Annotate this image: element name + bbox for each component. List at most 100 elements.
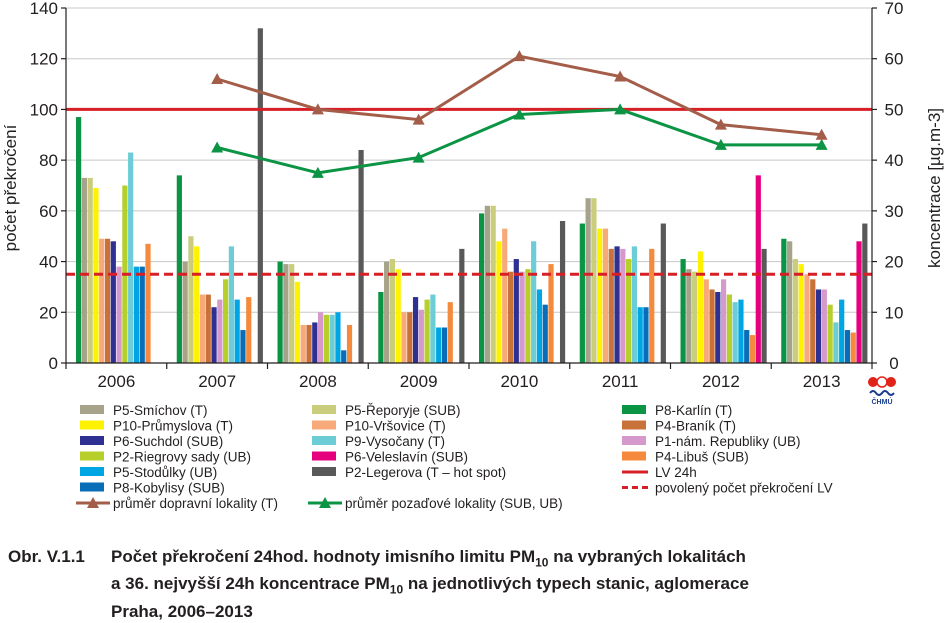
bar-2-14 — [358, 150, 364, 363]
bar-4-1 — [484, 205, 490, 363]
bar-3-3 — [395, 269, 401, 363]
legend-label: P8-Karlín (T) — [655, 403, 732, 418]
legend-swatch — [622, 420, 646, 430]
bar-1-6 — [211, 307, 217, 363]
bar-5-11 — [643, 307, 649, 363]
y-tick-left-label: 80 — [39, 151, 58, 170]
legend-item: P4-Braník (T) — [622, 419, 736, 434]
average-marker-1-5 — [714, 138, 727, 150]
legend-swatch — [80, 436, 104, 445]
bar-6-8 — [726, 294, 732, 363]
legend-label: P6-Veleslavín (SUB) — [345, 450, 468, 465]
bar-6-0 — [680, 259, 686, 363]
chart-average-lines — [211, 50, 828, 178]
legend-label: P10-Vršovice (T) — [345, 419, 446, 434]
y-tick-left-label: 20 — [39, 303, 58, 322]
legend-item: P4-Libuš (SUB) — [622, 450, 749, 465]
bar-4-14 — [559, 221, 566, 363]
bar-7-10 — [839, 299, 845, 363]
average-line-0 — [216, 54, 822, 137]
legend-swatch — [622, 451, 646, 461]
caption-line-2: a 36. nejvyšší 24h koncentrace PM10 na j… — [111, 574, 749, 597]
bar-5-2 — [591, 198, 597, 363]
bar-0-12 — [145, 243, 151, 363]
bar-3-4 — [401, 312, 407, 363]
legend-label: povolený počet překročení LV — [655, 481, 833, 496]
bar-6-10 — [738, 299, 744, 363]
bar-7-8 — [827, 304, 833, 363]
bar-7-13 — [856, 241, 862, 363]
bar-2-11 — [341, 350, 347, 363]
bar-2-8 — [323, 314, 329, 363]
legend-label: P8-Kobylisy (SUB) — [113, 481, 225, 496]
bar-7-9 — [833, 322, 839, 363]
bar-3-7 — [418, 309, 424, 363]
average-marker-1-0 — [211, 141, 224, 153]
bar-1-0 — [176, 175, 182, 363]
bar-7-6 — [815, 289, 822, 363]
legend-swatch — [80, 420, 104, 430]
y-tick-right-label: 50 — [885, 100, 904, 119]
bar-0-0 — [76, 117, 82, 363]
chart: 0 20 40 60 80 100 120 140 0 10 20 30 40 50 60 70 2006 200… — [1, 0, 944, 511]
figure-caption: Obr. V.1.1 Počet překročení 24hod. hodno… — [8, 546, 938, 623]
y-tick-right-label: 60 — [885, 50, 904, 69]
legend-label: P2-Riegrovy sady (UB) — [113, 450, 251, 465]
average-marker-1-6 — [815, 138, 828, 150]
caption-label: Obr. V.1.1 — [8, 547, 85, 566]
x-tick-label: 2008 — [299, 372, 337, 391]
x-tick-label: 2011 — [602, 372, 639, 391]
x-tick-label: 2007 — [198, 372, 236, 391]
legend-swatch — [80, 482, 104, 492]
bar-5-4 — [602, 228, 609, 363]
bar-7-7 — [821, 289, 827, 363]
bar-6-12 — [749, 335, 756, 363]
legend-label: P10-Průmyslova (T) — [113, 419, 233, 434]
legend-item: P10-Vršovice (T) — [312, 419, 446, 434]
average-marker-0-0 — [211, 73, 224, 84]
bar-2-9 — [329, 314, 335, 363]
bar-6-14 — [761, 248, 767, 363]
y-tick-right-label: 40 — [885, 151, 904, 170]
legend-swatch — [312, 420, 336, 430]
bar-5-0 — [579, 223, 585, 363]
bar-5-1 — [585, 198, 591, 363]
legend-swatch — [80, 405, 104, 414]
bar-5-14 — [660, 223, 666, 363]
y-tick-right-label: 20 — [885, 253, 904, 272]
bar-1-9 — [228, 246, 235, 363]
bar-2-1 — [283, 264, 289, 363]
bar-4-5 — [507, 271, 514, 363]
bar-6-13 — [755, 175, 761, 363]
bar-2-5 — [306, 324, 312, 363]
bar-5-6 — [614, 246, 620, 363]
bar-3-12 — [447, 302, 453, 363]
bar-0-1 — [81, 177, 87, 363]
legend-item: průměr pozaďové lokality (SUB, UB) — [308, 496, 563, 511]
bar-7-11 — [844, 330, 851, 363]
bar-1-12 — [246, 297, 252, 363]
average-marker-0-5 — [714, 118, 727, 130]
bar-6-3 — [697, 251, 704, 363]
bar-5-5 — [608, 248, 614, 363]
bar-2-2 — [289, 264, 295, 363]
legend-swatch — [312, 467, 336, 476]
bar-0-5 — [104, 238, 111, 363]
bar-5-8 — [626, 259, 632, 363]
bar-2-7 — [317, 312, 324, 363]
bar-2-6 — [312, 322, 318, 363]
bar-5-12 — [649, 248, 655, 363]
bar-6-7 — [720, 279, 727, 363]
bar-0-11 — [139, 266, 145, 363]
legend-label: P2-Legerova (T – hot spot) — [345, 465, 506, 480]
legend-label: P5-Stodůlky (UB) — [113, 465, 217, 480]
average-marker-1-1 — [311, 166, 324, 178]
bar-1-8 — [223, 279, 229, 363]
bar-0-4 — [99, 238, 105, 363]
bar-7-12 — [850, 332, 856, 363]
average-marker-1-4 — [614, 103, 627, 115]
bar-7-3 — [798, 264, 804, 363]
x-tick-label: 2009 — [400, 372, 438, 391]
bar-3-0 — [378, 292, 384, 363]
bar-0-9 — [128, 152, 134, 363]
